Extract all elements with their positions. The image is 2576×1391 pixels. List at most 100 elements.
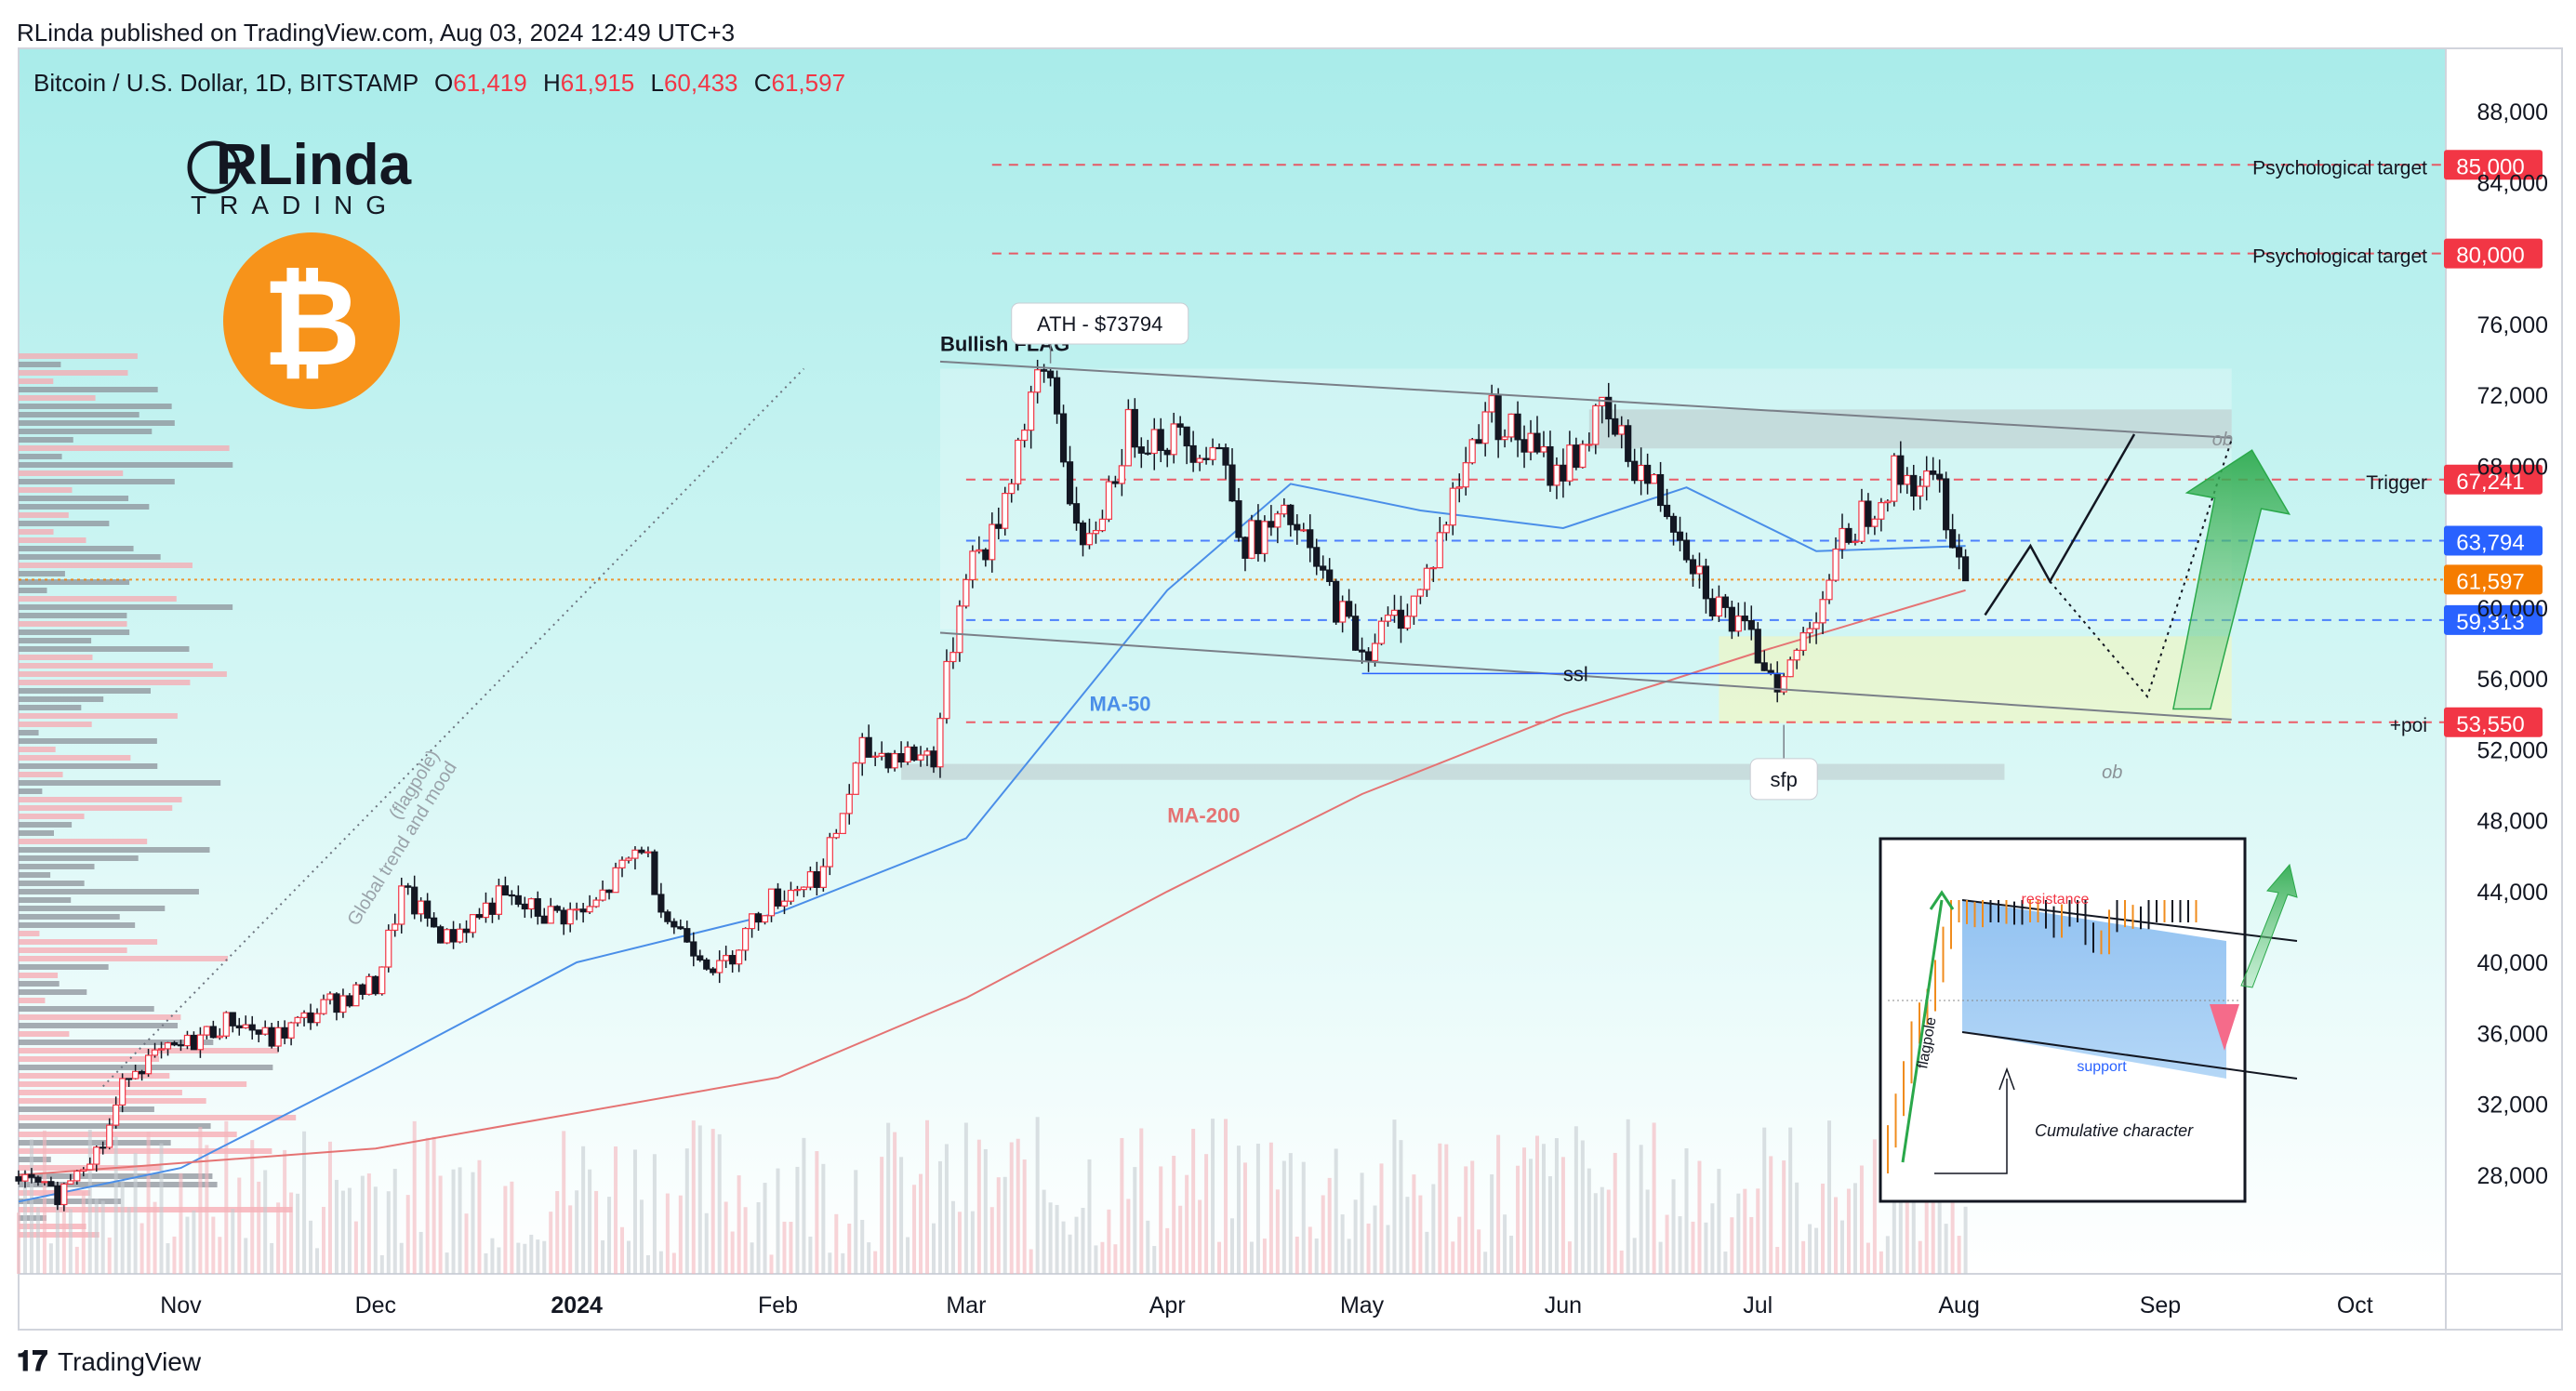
volume-bar (1723, 1252, 1728, 1274)
volume-bar (1573, 1126, 1578, 1274)
candle-body (1255, 520, 1262, 554)
volume-bar (893, 1132, 897, 1274)
candle-body (1371, 643, 1379, 662)
volume-profile-bar (19, 588, 47, 593)
volume-bar (1236, 1146, 1241, 1274)
volume-bar (1736, 1193, 1741, 1274)
candle-body (736, 949, 743, 965)
candle-body (547, 906, 554, 924)
ob-zone-upper (1588, 409, 2232, 449)
volume-profile-bar (19, 470, 124, 476)
volume-bar (1081, 1208, 1085, 1274)
candle-body (100, 1146, 107, 1149)
volume-profile-bar (19, 973, 59, 978)
price-tag-label: 67,241 (2456, 470, 2524, 495)
flag-upper-line (939, 360, 2232, 439)
candle-body (1819, 599, 1826, 624)
candle-body (1741, 616, 1748, 622)
price-tag (2444, 238, 2543, 269)
y-tick-label: 56,000 (2477, 667, 2548, 693)
volume-bar (1619, 1250, 1624, 1274)
volume-profile-bar (19, 1123, 211, 1129)
volume-bar (1756, 1188, 1760, 1274)
volume-bar (1593, 1193, 1598, 1274)
candle-body (1384, 615, 1392, 622)
volume-bar (1477, 1229, 1481, 1274)
volume-bar (1295, 1236, 1299, 1274)
candle-body (392, 923, 399, 932)
volume-bar (1808, 1224, 1812, 1274)
candle-body (1644, 464, 1652, 484)
volume-bar (1918, 1240, 1922, 1274)
volume-profile-bar (19, 822, 73, 828)
volume-bar (1373, 1205, 1377, 1274)
candle-body (1520, 439, 1528, 453)
volume-profile-bar (19, 788, 43, 794)
candle-body (1695, 565, 1704, 575)
volume-bar (1814, 1227, 1819, 1274)
volume-bar (1470, 1160, 1475, 1274)
volume-profile-bar (19, 998, 46, 1003)
volume-bar (451, 1169, 456, 1274)
price-tag-label: 59,313 (2456, 610, 2524, 635)
volume-bar (315, 1248, 320, 1274)
x-tick-label: Nov (160, 1292, 202, 1318)
candle-body (261, 1027, 269, 1035)
volume-bar (1717, 1169, 1721, 1274)
volume-bar (1418, 1195, 1423, 1274)
candle-body (599, 889, 606, 901)
volume-bar (1872, 1139, 1877, 1274)
candle-body (488, 902, 497, 915)
volume-profile-bar (19, 571, 65, 576)
y-tick-label: 28,000 (2477, 1163, 2548, 1189)
volume-bar (302, 1131, 307, 1274)
volume-bar (353, 1221, 358, 1274)
volume-profile-bar (19, 1098, 206, 1104)
volume-bar (976, 1139, 981, 1274)
volume-bar (1087, 1159, 1092, 1274)
inset-resistance-label: resistance (2022, 892, 2090, 907)
candle-body (1638, 464, 1645, 482)
volume-bar (645, 1254, 650, 1274)
volume-bar (133, 1153, 138, 1274)
level-note: Psychological target (2252, 157, 2427, 179)
volume-bar (1412, 1174, 1416, 1274)
volume-profile-bar (19, 655, 93, 660)
volume-bar (250, 1140, 255, 1274)
candle-body (1008, 483, 1016, 495)
volume-bar (931, 1223, 936, 1274)
candle-body (1793, 649, 1800, 661)
volume-bar (146, 1131, 151, 1274)
volume-bar (523, 1243, 527, 1274)
x-tick-label: May (1340, 1292, 1385, 1318)
volume-bar (1898, 1152, 1903, 1274)
price-tag-label: 80,000 (2456, 244, 2524, 269)
candle-body (657, 894, 665, 913)
volume-bar (724, 1201, 728, 1274)
volume-bar (1892, 1159, 1896, 1274)
volume-profile-bar (19, 780, 221, 786)
candle-body (527, 898, 535, 910)
volume-profile-bar (19, 462, 233, 468)
volume-bar (1353, 1199, 1358, 1274)
price-tag (2444, 604, 2543, 635)
candle-body (1904, 474, 1911, 485)
volume-profile-bar (19, 881, 85, 886)
volume-bar (386, 1191, 391, 1274)
volume-bar (1431, 1184, 1436, 1274)
symbol-title: Bitcoin / U.S. Dollar, 1D, BITSTAMP O61,… (33, 69, 845, 97)
volume-bar (1159, 1166, 1163, 1274)
candle-body (378, 966, 386, 995)
volume-bar (1392, 1119, 1397, 1274)
ath-callout-box (1011, 302, 1189, 345)
volume-bar (126, 1207, 131, 1274)
ma50-line (18, 483, 1966, 1203)
volume-profile-bar (19, 1040, 214, 1045)
volume-profile-bar (19, 747, 56, 752)
candle-body (1098, 518, 1107, 532)
candle-body (126, 1078, 133, 1080)
candle-body (80, 1169, 87, 1172)
candle-body (1397, 609, 1405, 629)
volume-bar (113, 1136, 118, 1274)
